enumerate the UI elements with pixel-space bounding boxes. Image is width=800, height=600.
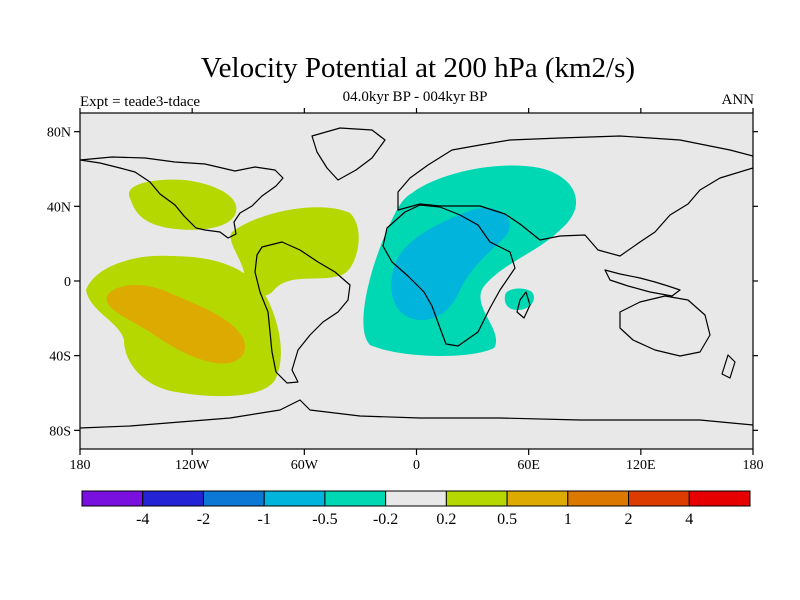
x-tick-label: 120E: [626, 458, 656, 473]
x-tick-label: 180: [70, 458, 91, 473]
colorbar-label: -0.2: [373, 511, 398, 528]
x-tick-label: 60W: [291, 458, 319, 473]
colorbar-swatch: [385, 490, 447, 507]
coast-south-america: [254, 241, 351, 384]
map-panel: [80, 113, 753, 449]
coast-australia: [619, 295, 711, 357]
colorbar-swatch: [506, 490, 569, 507]
season-label: ANN: [721, 92, 755, 108]
x-tick-label: 60E: [517, 458, 540, 473]
y-axis: 80N 40N 0 40S 80S: [47, 126, 758, 439]
colorbar-swatch: [688, 490, 751, 507]
colorbar-label: -4: [136, 511, 149, 528]
x-tick-label: 180: [743, 458, 764, 473]
colorbar-label: -2: [197, 511, 210, 528]
colorbar-label: -1: [258, 511, 271, 528]
colorbar-label: 1: [564, 511, 572, 528]
negative-anomaly-central-africa-core: [391, 208, 510, 321]
coast-antarctica: [80, 399, 753, 429]
colorbar-label: -0.5: [312, 511, 337, 528]
colorbar-label: 4: [685, 511, 693, 528]
y-tick-label: 40S: [49, 350, 71, 365]
colorbar-swatch: [202, 490, 265, 507]
coast-maritime-continent: [604, 269, 681, 297]
experiment-label: Expt = teade3-tdace: [80, 94, 201, 110]
x-tick-label: 0: [413, 458, 420, 473]
y-tick-label: 80S: [49, 424, 71, 439]
coast-greenland: [311, 127, 386, 181]
colorbar-swatch: [628, 490, 690, 507]
colorbar-label: 2: [625, 511, 633, 528]
colorbar-swatch: [263, 490, 326, 507]
plot-subtitle: 04.0kyr BP - 004kyr BP: [342, 89, 488, 105]
plot-title: Velocity Potential at 200 hPa (km2/s): [200, 52, 636, 84]
colorbar: -4 -2 -1 -0.5 -0.2 0.2 0.5 1 2 4: [81, 490, 751, 528]
y-tick-label: 40N: [47, 200, 71, 215]
x-axis: 180 120W 60W 0 60E 120E 180: [70, 108, 764, 473]
coast-africa: [382, 204, 516, 347]
colorbar-swatch: [445, 490, 508, 507]
colorbar-label: 0.2: [436, 511, 456, 528]
positive-anomaly-tropical-atlantic: [230, 207, 359, 296]
coastlines: [80, 127, 753, 429]
colorbar-swatch: [324, 490, 387, 507]
colorbar-label: 0.5: [497, 511, 517, 528]
positive-anomaly-south-pacific-core: [106, 285, 245, 364]
coast-north-america: [80, 156, 284, 239]
colorbar-swatch: [567, 490, 630, 507]
colorbar-swatch: [81, 490, 144, 507]
positive-anomaly-north-pacific: [128, 179, 237, 230]
coast-eurasia: [397, 135, 753, 257]
y-tick-label: 0: [64, 275, 71, 290]
y-tick-label: 80N: [47, 126, 71, 141]
coast-new-zealand: [721, 354, 736, 379]
x-tick-label: 120W: [175, 458, 210, 473]
colorbar-swatch: [142, 490, 204, 507]
coast-madagascar: [516, 291, 531, 319]
